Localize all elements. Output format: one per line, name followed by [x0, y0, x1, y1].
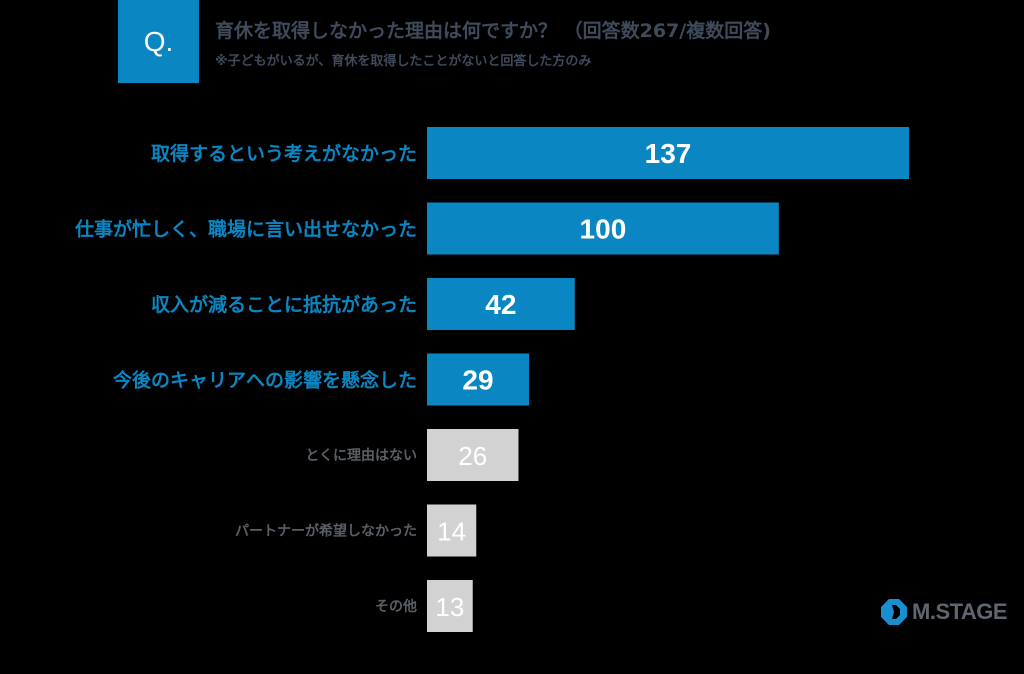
logo-text: M.STAGE [912, 599, 1008, 624]
category-label: パートナーが希望しなかった [235, 523, 417, 540]
bar [427, 353, 530, 406]
question-badge: Q. [118, 0, 199, 83]
data-label: 14 [437, 517, 466, 547]
bar [427, 127, 909, 179]
chart-title: 育休を取得しなかった理由は何ですか？ （回答数267/複数回答) [215, 20, 771, 42]
bar [427, 202, 779, 255]
bar [427, 504, 477, 557]
category-label: その他 [375, 598, 417, 615]
bar [427, 580, 473, 632]
category-label: 収入が減ることに抵抗があった [151, 293, 417, 316]
logo-icon [881, 599, 907, 625]
category-label: とくに理由はない [305, 447, 417, 464]
data-label: 42 [485, 289, 516, 320]
data-label: 137 [645, 138, 692, 169]
data-label: 26 [458, 441, 487, 471]
data-label: 13 [435, 592, 464, 622]
bar [427, 429, 519, 481]
data-label: 29 [462, 365, 493, 396]
chart-subtitle: ※子どもがいるが、育休を取得したことがないと回答した方のみ [215, 54, 592, 69]
bar [427, 278, 575, 330]
data-label: 100 [580, 214, 627, 245]
category-label: 今後のキャリアへの影響を懸念した [112, 369, 417, 392]
mstage-logo: M.STAGE [880, 598, 1008, 626]
category-label: 取得するという考えがなかった [151, 142, 417, 165]
category-label: 仕事が忙しく、職場に言い出せなかった [74, 218, 417, 241]
